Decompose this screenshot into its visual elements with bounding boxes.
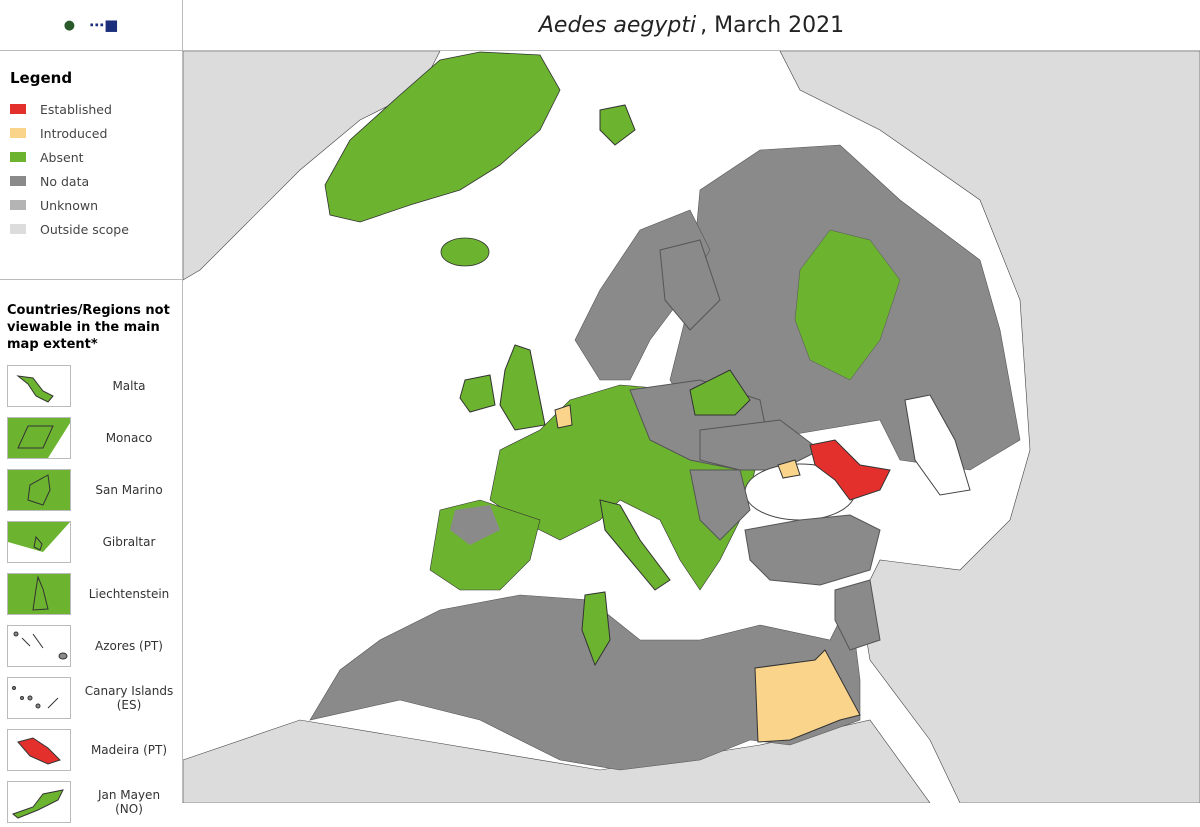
inset-regions: Countries/Regions not viewable in the ma… bbox=[0, 280, 182, 827]
swatch bbox=[10, 200, 26, 210]
legend-item-unknown: Unknown bbox=[10, 193, 172, 217]
region-label: Liechtenstein bbox=[88, 587, 170, 601]
region-levant bbox=[834, 579, 881, 651]
swatch bbox=[10, 104, 26, 114]
region-label: San Marino bbox=[95, 483, 163, 497]
region-iceland bbox=[440, 237, 490, 267]
inset-gibraltar: Gibraltar bbox=[7, 517, 175, 567]
malta-inset bbox=[7, 365, 71, 407]
legend-item-no-data: No data bbox=[10, 169, 172, 193]
legend-label: Introduced bbox=[40, 125, 108, 141]
inset-san-marino: San Marino bbox=[7, 465, 175, 515]
canary-islands-inset bbox=[7, 677, 71, 719]
liechtenstein-inset bbox=[7, 573, 71, 615]
region-label: Monaco bbox=[105, 431, 153, 445]
inset-liechtenstein: Liechtenstein bbox=[7, 569, 175, 619]
region-finland bbox=[659, 239, 721, 331]
region-africa-south bbox=[182, 719, 931, 803]
region-asia bbox=[779, 50, 1200, 803]
region-russia-absent bbox=[794, 229, 901, 381]
region-label: Gibraltar bbox=[102, 535, 156, 549]
inset-malta: Malta bbox=[7, 361, 175, 411]
legend-label: Outside scope bbox=[40, 221, 129, 237]
efsa-logo: ⋯■ bbox=[89, 16, 119, 34]
map-date: , March 2021 bbox=[700, 12, 845, 38]
region-greenland bbox=[324, 51, 561, 223]
legend-label: Established bbox=[40, 101, 112, 117]
legend-item-absent: Absent bbox=[10, 145, 172, 169]
legend-label: Absent bbox=[40, 149, 84, 165]
region-label: Malta bbox=[112, 379, 146, 393]
swatch bbox=[10, 152, 26, 162]
legend-item-established: Established bbox=[10, 97, 172, 121]
madeira-inset bbox=[7, 729, 71, 771]
region-egypt-introduced bbox=[754, 649, 861, 743]
region-north-america bbox=[182, 50, 441, 281]
region-italy bbox=[599, 499, 671, 591]
region-introduced-east bbox=[777, 459, 801, 479]
monaco-inset bbox=[7, 417, 71, 459]
logos: ● ⋯■ bbox=[0, 0, 182, 51]
swatch bbox=[10, 224, 26, 234]
region-ireland bbox=[459, 374, 496, 413]
legend-item-outside-scope: Outside scope bbox=[10, 217, 172, 241]
species-name: Aedes aegypti bbox=[538, 12, 697, 38]
map[interactable] bbox=[0, 0, 1200, 803]
region-label: Canary Islands (ES) bbox=[84, 684, 174, 712]
regions-heading: Countries/Regions not viewable in the ma… bbox=[7, 303, 170, 352]
san-marino-inset bbox=[7, 469, 71, 511]
region-belarus bbox=[689, 369, 751, 416]
region-iberia-nodata bbox=[450, 505, 500, 545]
region-tunisia bbox=[581, 591, 611, 667]
swatch bbox=[10, 128, 26, 138]
inset-azores: Azores (PT) bbox=[7, 621, 175, 671]
region-great-britain bbox=[499, 344, 546, 431]
inset-canary-islands: Canary Islands (ES) bbox=[7, 673, 175, 723]
legend-panel: ● ⋯■ Legend Established Introduced Absen… bbox=[0, 0, 183, 823]
region-label: Jan Mayen (NO) bbox=[97, 788, 161, 816]
region-label: Madeira (PT) bbox=[90, 743, 168, 757]
legend-item-introduced: Introduced bbox=[10, 121, 172, 145]
azores-inset bbox=[7, 625, 71, 667]
inset-monaco: Monaco bbox=[7, 413, 175, 463]
map-title: Aedes aegypti , March 2021 bbox=[183, 0, 1200, 51]
region-balkans bbox=[689, 469, 751, 541]
region-svalbard bbox=[599, 104, 636, 146]
legend-heading: Legend bbox=[10, 69, 73, 87]
legend-label: No data bbox=[40, 173, 90, 189]
caspian-sea bbox=[904, 394, 971, 496]
swatch bbox=[10, 176, 26, 186]
jan-mayen-inset bbox=[7, 781, 71, 823]
gibraltar-inset bbox=[7, 521, 71, 563]
legend: Legend Established Introduced Absent No … bbox=[0, 51, 182, 280]
inset-madeira: Madeira (PT) bbox=[7, 725, 175, 775]
region-established bbox=[809, 439, 891, 501]
region-label: Azores (PT) bbox=[95, 639, 163, 653]
region-netherlands-introduced bbox=[554, 404, 573, 429]
region-turkey bbox=[744, 514, 881, 586]
inset-jan-mayen: Jan Mayen (NO) bbox=[7, 777, 175, 827]
legend-label: Unknown bbox=[40, 197, 99, 213]
ecdc-logo: ● bbox=[63, 17, 76, 33]
